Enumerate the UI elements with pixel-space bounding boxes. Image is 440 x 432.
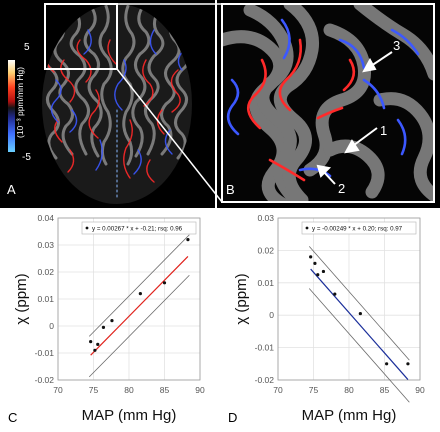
data-point — [138, 292, 142, 296]
panel-label-b: B — [226, 182, 235, 197]
x-tick-label: 70 — [53, 385, 63, 395]
colorbar-unit-label: (10⁻³ ppm/mm Hg) — [15, 67, 25, 138]
x-axis-label: MAP (mm Hg) — [82, 407, 177, 424]
regression-line — [90, 256, 189, 356]
legend-marker — [305, 226, 309, 230]
plot-frame — [57, 217, 201, 381]
data-point — [321, 269, 326, 274]
data-point — [406, 362, 410, 366]
data-point — [313, 261, 317, 265]
axial-brain-image — [42, 4, 192, 204]
y-tick-label: 0.02 — [37, 267, 54, 277]
legend-box — [81, 221, 197, 235]
annotation-label-1: 1 — [380, 123, 387, 138]
zoom-connector-bottom — [116, 68, 223, 203]
y-tick-label: 0.04 — [37, 213, 54, 223]
annotation-arrows — [316, 51, 393, 185]
colorbar-max-label: 5 — [24, 42, 30, 53]
panel-label-c: C — [8, 410, 17, 425]
y-tick-label: -0.02 — [35, 375, 55, 385]
data-point — [385, 362, 389, 366]
y-tick-label: 0.02 — [257, 245, 274, 255]
data-point — [186, 238, 190, 242]
annotation-label-2: 2 — [338, 181, 345, 196]
colorbar-min-label: -5 — [22, 152, 31, 163]
data-point — [93, 348, 97, 352]
data-point — [162, 281, 167, 285]
data-point — [358, 311, 362, 316]
brain-images-panel: 5 -5 (10⁻³ ppm/mm Hg) — [0, 0, 440, 208]
x-tick-label: 80 — [344, 385, 354, 395]
regression-line — [310, 268, 409, 380]
confidence-band-line — [88, 274, 190, 378]
x-tick-label: 85 — [380, 385, 390, 395]
plot-frame — [277, 217, 421, 381]
data-point — [96, 342, 100, 346]
confidence-band-line — [308, 288, 410, 403]
legend-text: y = 0.00267 * x + -0.21; rsq: 0.96 — [92, 226, 183, 233]
y-tick-label: -0.02 — [255, 375, 275, 385]
legend-text: y = -0.00249 * x + 0.20; rsq: 0.97 — [312, 226, 403, 233]
annotation-label-3: 3 — [393, 38, 400, 53]
chart-panel-c: C 70 75 80 85 90 -0.02 -0.01 0 0.01 0.02 0.03 0.04 y… — [8, 213, 205, 425]
x-tick-label: 90 — [195, 385, 205, 395]
x-tick-label: 75 — [309, 385, 319, 395]
confidence-band-line — [88, 234, 190, 337]
y-axis-label: χ (ppm) — [233, 273, 250, 324]
y-tick-label: -0.01 — [255, 343, 275, 353]
data-point — [89, 340, 93, 344]
x-tick-label: 90 — [415, 385, 425, 395]
y-tick-label: 0.01 — [257, 278, 274, 288]
y-tick-label: 0 — [269, 310, 274, 320]
x-tick-label: 80 — [124, 385, 134, 395]
confidence-band-line — [308, 246, 410, 361]
data-point — [333, 292, 337, 296]
data-point — [316, 273, 320, 277]
y-tick-label: 0.03 — [257, 213, 274, 223]
data-point — [110, 319, 114, 323]
panel-label-a: A — [7, 182, 16, 197]
data-point — [309, 255, 313, 259]
legend-box — [301, 221, 417, 235]
panel-label-d: D — [228, 410, 237, 425]
zoomed-cortex-image — [222, 4, 434, 202]
x-tick-label: 85 — [160, 385, 170, 395]
zoom-region-box — [44, 3, 118, 70]
x-tick-label: 70 — [273, 385, 283, 395]
y-tick-label: 0 — [49, 321, 54, 331]
x-tick-label: 75 — [89, 385, 99, 395]
y-tick-label: 0.03 — [37, 240, 54, 250]
data-point — [101, 325, 106, 329]
y-tick-label: -0.01 — [35, 348, 55, 358]
chart-panel-d: D 70 75 80 85 90 -0.02 -0.01 0 0.01 0.02 0.03 y = -… — [228, 213, 425, 425]
x-axis-label: MAP (mm Hg) — [302, 407, 397, 424]
zoom-panel-frame — [221, 3, 435, 203]
colorbar — [8, 60, 15, 152]
y-tick-label: 0.01 — [37, 294, 54, 304]
legend-marker — [85, 226, 89, 230]
y-axis-label: χ (ppm) — [13, 273, 30, 324]
